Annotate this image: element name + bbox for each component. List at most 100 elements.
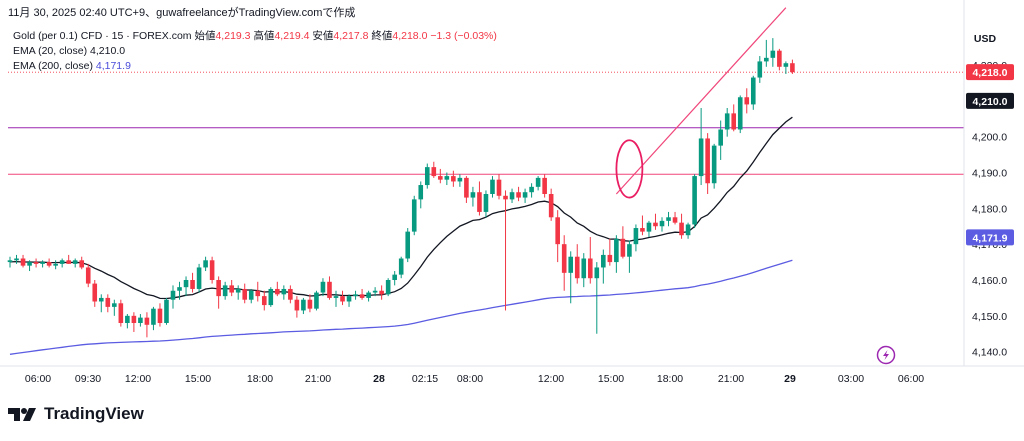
symbol-name[interactable]: Gold (per 0.1) CFD · 15 · FOREX.com [13, 30, 192, 42]
price-tick-label: 4,200.0 [972, 132, 1007, 144]
candle-body [561, 244, 567, 273]
low-label: 安値 [312, 30, 334, 42]
candle-down [561, 235, 567, 291]
candle-down [85, 263, 91, 288]
candle-up [314, 290, 319, 311]
candle-up [483, 190, 489, 218]
candle-body [92, 283, 98, 302]
time-tick-label: 08:00 [457, 373, 483, 385]
candle-up [398, 256, 404, 279]
candle-up [718, 120, 723, 160]
candle-up [764, 39, 769, 67]
candle-body [568, 256, 574, 273]
candle-body [464, 177, 469, 198]
candle-up [411, 195, 417, 236]
candle-body [620, 238, 626, 257]
candle-body [14, 258, 19, 261]
candle-body [131, 315, 137, 323]
candle-body [59, 260, 65, 264]
candle-body [235, 288, 241, 293]
time-tick-label: 15:00 [185, 373, 211, 385]
candle-down [777, 48, 782, 71]
candle-body [164, 299, 169, 323]
tradingview-brand[interactable]: TradingView [8, 404, 144, 424]
candle-body [281, 288, 287, 295]
candle-down [294, 296, 300, 318]
candle-down [359, 288, 365, 300]
high-value: 4,219.4 [274, 30, 310, 42]
candle-body [105, 297, 111, 307]
candle-body [372, 290, 378, 293]
time-tick-label: 29 [784, 373, 796, 385]
candle-body [40, 262, 45, 264]
candle-body [144, 317, 150, 325]
price-axis[interactable]: USD4,140.04,150.04,160.04,170.04,180.04,… [963, 0, 1007, 366]
time-tick-label: 21:00 [305, 373, 331, 385]
candle-body [151, 308, 156, 325]
candle-up [196, 263, 202, 293]
annotations [615, 7, 787, 199]
candle-down [731, 104, 737, 132]
candle-down [555, 210, 560, 263]
candle-body [366, 292, 371, 298]
candle-up [405, 228, 411, 263]
symbol-row: Gold (per 0.1) CFD · 15 · FOREX.com 始値4,… [13, 29, 497, 44]
candle-down [620, 226, 626, 259]
candle-down [209, 256, 215, 284]
candle-up [183, 276, 189, 297]
candle-up [222, 281, 228, 300]
candle-body [490, 179, 495, 194]
candle-down [790, 59, 795, 74]
candle-up [353, 290, 358, 300]
candle-up [72, 258, 78, 268]
candle-up [568, 251, 574, 304]
ema200-row[interactable]: EMA (200, close) 4,171.9 [13, 59, 497, 74]
time-tick-label: 02:15 [412, 373, 438, 385]
candle-body [255, 290, 261, 297]
candle-down [640, 215, 645, 236]
price-badge-label: 4,210.0 [972, 96, 1007, 108]
candle-up [770, 38, 776, 67]
candle-body [170, 290, 176, 300]
candle-up [27, 260, 32, 272]
alert-icon[interactable] [876, 345, 896, 365]
high-label: 高値 [253, 30, 275, 42]
candle-up [470, 186, 476, 207]
candle-body [659, 220, 665, 227]
candle-up [666, 211, 671, 227]
candle-body [275, 288, 280, 295]
candle-body [503, 195, 508, 200]
candle-up [737, 95, 743, 134]
currency-label: USD [974, 33, 997, 45]
candle-up [490, 176, 495, 198]
trendline [615, 7, 787, 195]
candle-up [529, 183, 534, 198]
candle-body [522, 192, 528, 198]
candle-body [333, 296, 339, 298]
price-badge-label: 4,218.0 [972, 67, 1007, 79]
candle-up [594, 262, 600, 334]
candle-body [529, 186, 534, 193]
candle-body [79, 260, 85, 268]
candle-body [418, 185, 424, 200]
time-tick-label: 12:00 [125, 373, 151, 385]
ema20-row[interactable]: EMA (20, close) 4,210.0 [13, 44, 497, 59]
close-value: 4,218.0 [392, 30, 428, 42]
candle-body [53, 263, 58, 266]
candle-body [222, 285, 228, 297]
candle-up [711, 143, 717, 189]
candle-up [164, 297, 169, 325]
candle-down [105, 294, 111, 313]
candle-up [392, 271, 397, 286]
price-tick-label: 4,160.0 [972, 275, 1007, 287]
candle-up [112, 299, 117, 316]
ema200-line [9, 259, 793, 355]
candle-body [731, 113, 737, 130]
candle-down [307, 294, 313, 313]
time-tick-label: 21:00 [718, 373, 744, 385]
candle-up [614, 235, 619, 273]
time-axis[interactable]: 06:00 09:30 12:00 15:00 18:00 21:00 28 02:15 08:… [0, 365, 1024, 385]
candle-body [646, 222, 652, 232]
candle-body [685, 224, 691, 236]
